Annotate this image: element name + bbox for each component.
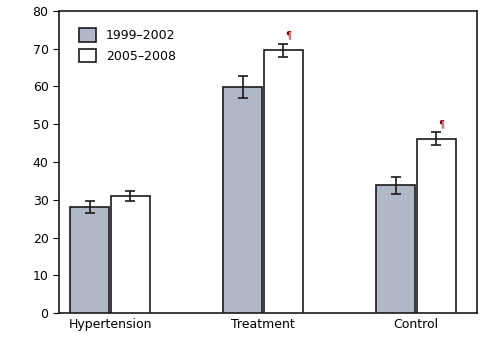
Bar <box>70 207 109 313</box>
Legend: 1999–2002, 2005–2008: 1999–2002, 2005–2008 <box>74 23 181 68</box>
Bar <box>376 185 415 313</box>
Text: ¶: ¶ <box>438 119 445 129</box>
Bar <box>111 196 150 313</box>
Bar <box>417 138 456 313</box>
Text: ¶: ¶ <box>285 31 292 41</box>
Bar <box>264 51 303 313</box>
Bar <box>223 87 262 313</box>
